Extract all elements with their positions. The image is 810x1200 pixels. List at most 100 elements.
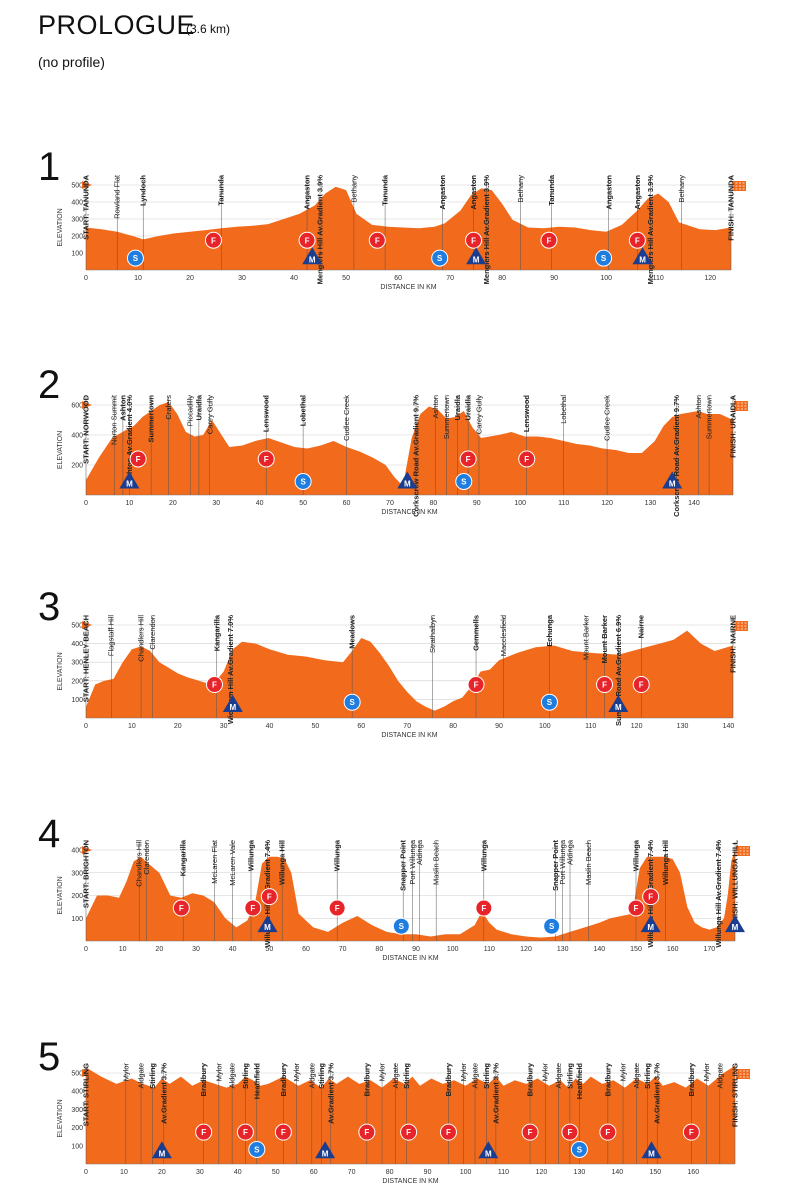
stage5-sprint-circle-icon [195, 1123, 213, 1141]
stage3-sprint-letter: F [474, 681, 479, 690]
stage4-sprint-letter: F [481, 904, 486, 913]
stage2-sprint-circle-icon [129, 450, 147, 468]
stage5-sprint-circle-icon [521, 1123, 539, 1141]
stage3-x-tick-label: 20 [174, 723, 182, 730]
stage4-x-tick-label: 30 [192, 946, 200, 953]
stage1-sprint-letter: F [546, 236, 551, 245]
stage2-x-tick-label: 0 [84, 500, 88, 507]
stage4-split-letter: S [399, 922, 405, 931]
stage1-x-tick-label: 20 [186, 275, 194, 282]
stage5-y-tick-label: 300 [71, 1107, 83, 1114]
stage1-waypoint-label: START: TANUNDA [82, 174, 91, 239]
stage5-sprint-letter: F [201, 1128, 206, 1137]
stage4-elevation-area [86, 850, 735, 941]
stage2-x-tick-label: 40 [256, 500, 264, 507]
stage2-waypoint-label: FINISH: URAIDLA [729, 394, 738, 457]
stage5-waypoint-label: Aldgate [632, 1063, 641, 1088]
stage3-sprint-circle-icon [205, 676, 223, 694]
stage4-waypoint-label: McLaren Vale [228, 840, 237, 886]
stage2-waypoint-label: Corkscrew Road Av.Gradient 9.7% [672, 395, 681, 517]
stage1-waypoint-label: Angaston [438, 175, 447, 210]
stage2-x-tick-label: 100 [514, 500, 526, 507]
stage4-x-axis-title: DISTANCE IN KM [382, 955, 438, 962]
stage2-waypoint-label: Uraidla [453, 394, 462, 420]
stage4-waypoint-label: Willunga [333, 839, 342, 871]
stage4-y-tick-label: 100 [71, 916, 83, 923]
stage5-x-tick-label: 110 [498, 1169, 509, 1176]
stage2-waypoint-label: Lenswood [262, 395, 271, 433]
stage1-sprint-letter: F [305, 236, 310, 245]
stage5-waypoint-label: Mylor [702, 1063, 711, 1082]
stage2-x-tick-label: 90 [473, 500, 481, 507]
stage5-waypoint-label: FINISH: STIRLING [731, 1063, 740, 1127]
stage1-waypoint-label: FINISH: TANUNDA [727, 174, 736, 240]
stage5-sprint-letter: F [528, 1128, 533, 1137]
stage4-x-tick-label: 170 [703, 946, 715, 953]
stage2-waypoint-label: Summertown [442, 395, 451, 439]
stage5-sprint-circle-icon [400, 1123, 418, 1141]
stage1-y-tick-label: 200 [71, 234, 83, 241]
stage1-sprint-circle-icon [540, 231, 558, 249]
stage3-sprint-letter: F [212, 681, 217, 690]
prologue-title: PROLOGUE [38, 10, 196, 40]
stage4-kom-letter: M [647, 923, 654, 932]
stage1-kom-triangle-icon [302, 247, 323, 265]
stage1-split-letter: S [133, 254, 139, 263]
stage5-sprint-circle-icon [439, 1123, 457, 1141]
stage3-waypoint-label: FINISH: NAIRNE [729, 615, 738, 673]
stage1-kom-triangle-icon [632, 247, 653, 265]
stage4-sprint-circle-icon [627, 899, 645, 917]
stage4-x-tick-label: 120 [520, 946, 532, 953]
stage3-x-tick-label: 40 [266, 723, 274, 730]
stage5-x-tick-label: 80 [386, 1169, 394, 1176]
stage3-waypoint-label: Nairne [637, 615, 646, 638]
stage4-waypoint-label: Willunga Hill [661, 840, 670, 885]
stage5-waypoint-label: Stirling [402, 1063, 411, 1089]
stage2-waypoint-label: Ashton [694, 395, 703, 418]
stage3-kom-letter: M [615, 703, 622, 712]
stage1-waypoint-label: Bethany [349, 175, 358, 203]
stage1-waypoint-label: Lyndoch [139, 175, 148, 206]
stage3-waypoint-label: Gemmells [472, 615, 481, 651]
stage3-sprint-letter: F [602, 681, 607, 690]
stage4-x-tick-label: 110 [484, 946, 495, 953]
stage1-waypoint-label: Menglers Hill Av.Gradient 3.9% [646, 175, 655, 285]
stage1-number: 1 [38, 145, 60, 189]
stage4-y-tick-label: 400 [71, 848, 83, 855]
stage5-kom-letter: M [159, 1149, 166, 1158]
stage2-y-tick-label: 200 [71, 463, 83, 470]
stage5-y-tick-label: 400 [71, 1089, 83, 1096]
stage2-kom-triangle-icon [662, 471, 683, 489]
stage3-waypoint-label: Wickham Hill Av.Gradient 7.0% [226, 615, 235, 725]
stage2-waypoint-label: Norton Summit [110, 394, 119, 445]
stage1-sprint-letter: F [211, 236, 216, 245]
stage5-split-circle-icon [248, 1140, 266, 1158]
stage5-x-tick-label: 160 [687, 1169, 699, 1176]
stage5-kom-letter: M [648, 1149, 655, 1158]
stage4-waypoint-label: Aldinga [415, 839, 424, 865]
stage3-waypoint-label: Mount Barker [600, 615, 609, 663]
stage4-waypoint-label: Willunga [479, 839, 488, 871]
stage4-waypoint-label: FINISH: WILLUNGA HILL [731, 840, 740, 928]
stage2-split-circle-icon [455, 473, 473, 490]
stage1-kom-triangle-icon [466, 247, 487, 265]
stage3-kom-triangle-icon [608, 694, 629, 712]
stage5-x-tick-label: 90 [424, 1169, 432, 1176]
stage4-x-tick-label: 140 [593, 946, 605, 953]
stage1-start-arrow-icon [82, 181, 92, 189]
stage5-waypoint-label: Mylor [378, 1063, 387, 1082]
stage2-kom-letter: M [669, 480, 676, 489]
stage5-waypoint-label: Mylor [292, 1063, 301, 1082]
stage5-y-axis-title: ELEVATION [57, 1099, 64, 1137]
stage4-waypoint-label: Port Willunga [558, 839, 567, 884]
stage2-waypoint-label: Carey Gully [205, 395, 214, 434]
stage2-kom-letter: M [126, 480, 133, 489]
stage2-kom-triangle-icon [119, 471, 140, 489]
stage4-x-tick-label: 80 [375, 946, 383, 953]
stage5-x-tick-label: 120 [536, 1169, 548, 1176]
stage5-x-tick-label: 100 [460, 1169, 472, 1176]
stage2-x-tick-label: 50 [299, 500, 307, 507]
stage1-split-letter: S [437, 254, 443, 263]
stage3-split-letter: S [349, 698, 355, 707]
stage5-x-tick-label: 10 [120, 1169, 128, 1176]
